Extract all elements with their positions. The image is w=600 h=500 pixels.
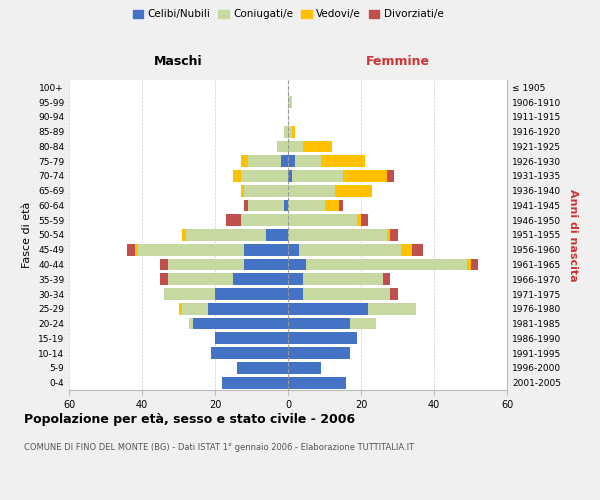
Bar <box>241 170 288 182</box>
Bar <box>470 258 478 270</box>
Bar <box>299 244 401 256</box>
Bar <box>211 347 288 359</box>
Bar <box>288 303 368 314</box>
Bar <box>325 200 339 211</box>
Bar <box>134 244 139 256</box>
Bar <box>390 229 398 241</box>
Bar <box>288 229 386 241</box>
Bar <box>288 288 302 300</box>
Bar <box>343 170 386 182</box>
Bar <box>226 214 241 226</box>
Bar <box>361 214 368 226</box>
Bar <box>302 140 332 152</box>
Bar <box>288 96 292 108</box>
Bar <box>292 126 295 138</box>
Bar <box>277 140 288 152</box>
Bar <box>237 362 288 374</box>
Bar <box>288 170 292 182</box>
Bar <box>164 288 215 300</box>
Y-axis label: Fasce di età: Fasce di età <box>22 202 32 268</box>
Bar <box>295 156 321 167</box>
Bar <box>167 258 244 270</box>
Bar <box>292 170 343 182</box>
Bar <box>288 185 335 196</box>
Bar <box>244 200 248 211</box>
Bar <box>233 170 241 182</box>
Bar <box>288 376 346 388</box>
Bar <box>383 274 390 285</box>
Bar <box>241 156 248 167</box>
Bar <box>284 126 288 138</box>
Bar <box>248 200 284 211</box>
Text: Femmine: Femmine <box>365 55 430 68</box>
Y-axis label: Anni di nascita: Anni di nascita <box>568 188 578 282</box>
Bar <box>223 376 288 388</box>
Bar <box>350 318 376 330</box>
Bar <box>368 303 416 314</box>
Bar <box>215 288 288 300</box>
Bar <box>288 332 358 344</box>
Bar <box>288 140 302 152</box>
Bar <box>241 214 288 226</box>
Bar <box>233 274 288 285</box>
Bar <box>160 258 167 270</box>
Bar <box>321 156 365 167</box>
Bar <box>244 244 288 256</box>
Bar <box>401 244 412 256</box>
Bar <box>306 258 467 270</box>
Bar <box>208 303 288 314</box>
Bar <box>215 332 288 344</box>
Bar <box>288 244 299 256</box>
Bar <box>288 258 306 270</box>
Bar <box>467 258 470 270</box>
Bar <box>288 347 350 359</box>
Bar <box>412 244 423 256</box>
Bar <box>248 156 281 167</box>
Bar <box>386 170 394 182</box>
Text: COMUNE DI FINO DEL MONTE (BG) - Dati ISTAT 1° gennaio 2006 - Elaborazione TUTTIT: COMUNE DI FINO DEL MONTE (BG) - Dati IST… <box>24 442 414 452</box>
Bar <box>179 303 182 314</box>
Bar <box>288 156 295 167</box>
Bar <box>160 274 167 285</box>
Bar <box>288 200 325 211</box>
Bar <box>335 185 372 196</box>
Bar <box>182 229 186 241</box>
Bar <box>193 318 288 330</box>
Bar <box>139 244 244 256</box>
Bar <box>390 288 398 300</box>
Bar <box>244 258 288 270</box>
Bar <box>190 318 193 330</box>
Bar <box>281 156 288 167</box>
Text: Maschi: Maschi <box>154 55 203 68</box>
Bar <box>288 318 350 330</box>
Bar <box>302 288 390 300</box>
Legend: Celibi/Nubili, Coniugati/e, Vedovi/e, Divorziati/e: Celibi/Nubili, Coniugati/e, Vedovi/e, Di… <box>128 5 448 24</box>
Bar <box>358 214 361 226</box>
Bar <box>288 126 292 138</box>
Bar <box>386 229 390 241</box>
Bar <box>167 274 233 285</box>
Bar <box>241 185 244 196</box>
Bar <box>339 200 343 211</box>
Bar <box>127 244 134 256</box>
Bar <box>288 274 302 285</box>
Bar <box>288 362 321 374</box>
Bar <box>186 229 266 241</box>
Text: Popolazione per età, sesso e stato civile - 2006: Popolazione per età, sesso e stato civil… <box>24 412 355 426</box>
Bar <box>302 274 383 285</box>
Bar <box>182 303 208 314</box>
Bar <box>244 185 288 196</box>
Bar <box>266 229 288 241</box>
Bar <box>288 214 358 226</box>
Bar <box>284 200 288 211</box>
